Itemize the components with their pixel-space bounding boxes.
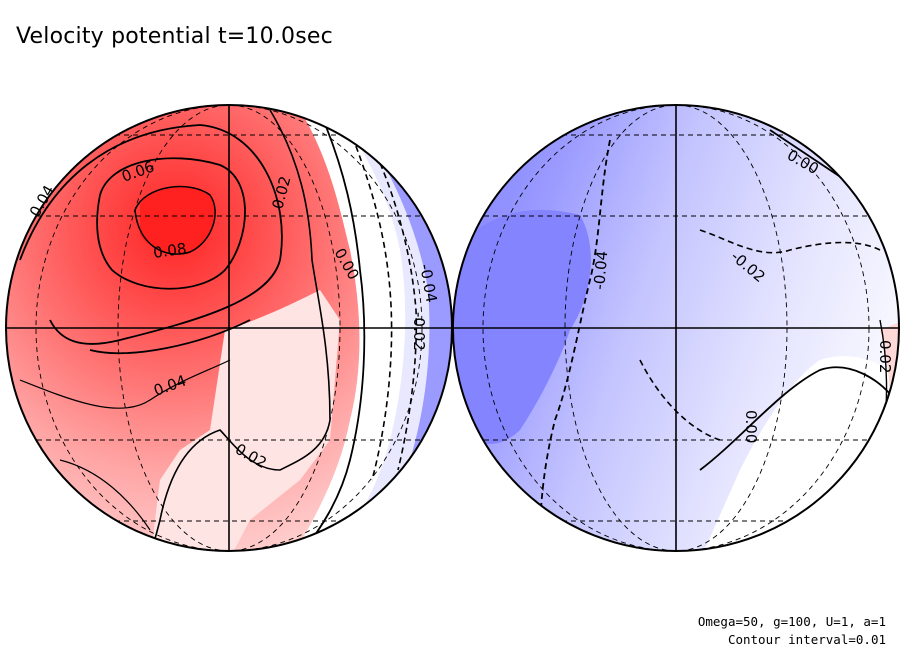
left-label-0.08: 0.08	[152, 239, 188, 261]
contour-neg-0.04	[371, 144, 418, 471]
plot-title: Velocity potential t=10.0sec	[16, 24, 333, 49]
left-hemisphere	[6, 105, 452, 551]
contour-0.06	[96, 157, 246, 290]
right-contour-neg-0.04	[539, 139, 611, 541]
left-max-blob	[140, 186, 216, 254]
left-meridian-30	[117, 105, 341, 551]
contour-neg-0.02	[344, 117, 393, 481]
right-hemisphere-outline	[452, 104, 900, 552]
left-meridian-60	[35, 105, 423, 551]
contour-0.02	[149, 109, 331, 551]
contour-0.08	[134, 185, 216, 255]
left-light-region	[150, 290, 340, 551]
right-label-0.02: 0.02	[876, 340, 894, 373]
right-meridian-30	[564, 105, 788, 551]
right-hemisphere	[453, 105, 899, 551]
right-label-0.00-bottom: 0.00	[742, 410, 760, 443]
contour-interval: Contour interval=0.01	[727, 632, 886, 647]
left-label-neg-0.02: -0.02	[410, 312, 428, 351]
contour-lower-0.04	[19, 359, 231, 531]
right-dark-region	[455, 209, 591, 444]
right-meridian-60	[482, 105, 870, 551]
model-parameters: Omega=50, g=100, U=1, a=1	[697, 614, 886, 629]
contour-0.00	[299, 111, 366, 551]
right-label-neg-0.04: -0.04	[590, 250, 611, 290]
